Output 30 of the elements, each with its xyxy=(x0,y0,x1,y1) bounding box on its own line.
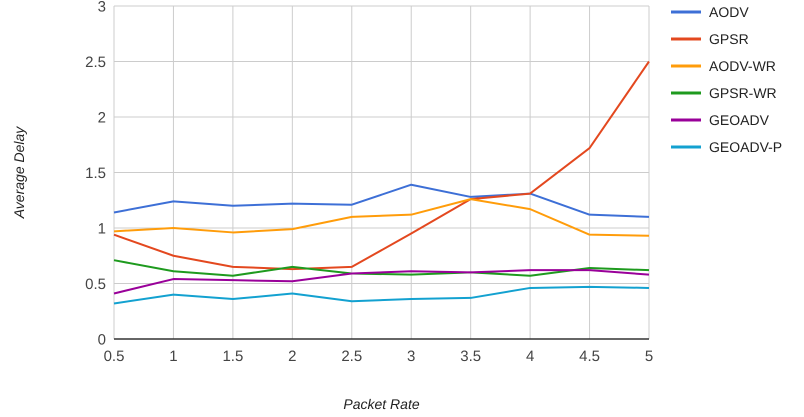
x-tick-label: 5 xyxy=(644,348,654,365)
y-tick-label: 0.5 xyxy=(85,276,106,293)
y-tick-label: 1 xyxy=(98,220,106,238)
x-tick-label: 1 xyxy=(169,348,178,365)
line-series xyxy=(113,184,650,218)
legend-label: GPSR-WR xyxy=(709,84,777,101)
x-tick-label: 2.5 xyxy=(341,348,362,365)
legend-label: GPSR xyxy=(709,30,749,47)
line-series xyxy=(113,259,650,277)
x-tick-label: 4 xyxy=(526,348,534,365)
legend-label: AODV-WR xyxy=(709,58,776,74)
legend-label: GEOADV xyxy=(709,112,770,128)
line-series xyxy=(113,198,650,237)
line-series xyxy=(113,60,650,270)
x-tick-label: 3 xyxy=(407,348,416,365)
y-tick-label: 1.5 xyxy=(85,164,106,182)
legend-label: GEOADV-P xyxy=(709,138,782,155)
legend-label: AODV xyxy=(709,4,750,20)
y-tick-label: 2.5 xyxy=(85,54,106,71)
x-tick-label: 3.5 xyxy=(460,348,482,365)
line-series xyxy=(113,286,650,304)
y-tick-label: 2 xyxy=(98,109,106,126)
y-axis-title: Average Delay xyxy=(11,126,27,220)
x-tick-label: 1.5 xyxy=(222,348,244,365)
x-axis-title: Packet Rate xyxy=(343,396,420,412)
x-tick-label: 2 xyxy=(288,348,297,365)
y-tick-label: 3 xyxy=(98,0,106,16)
line-series xyxy=(113,269,650,294)
x-tick-label: 4.5 xyxy=(579,348,600,365)
y-tick-label: 0 xyxy=(98,331,106,348)
